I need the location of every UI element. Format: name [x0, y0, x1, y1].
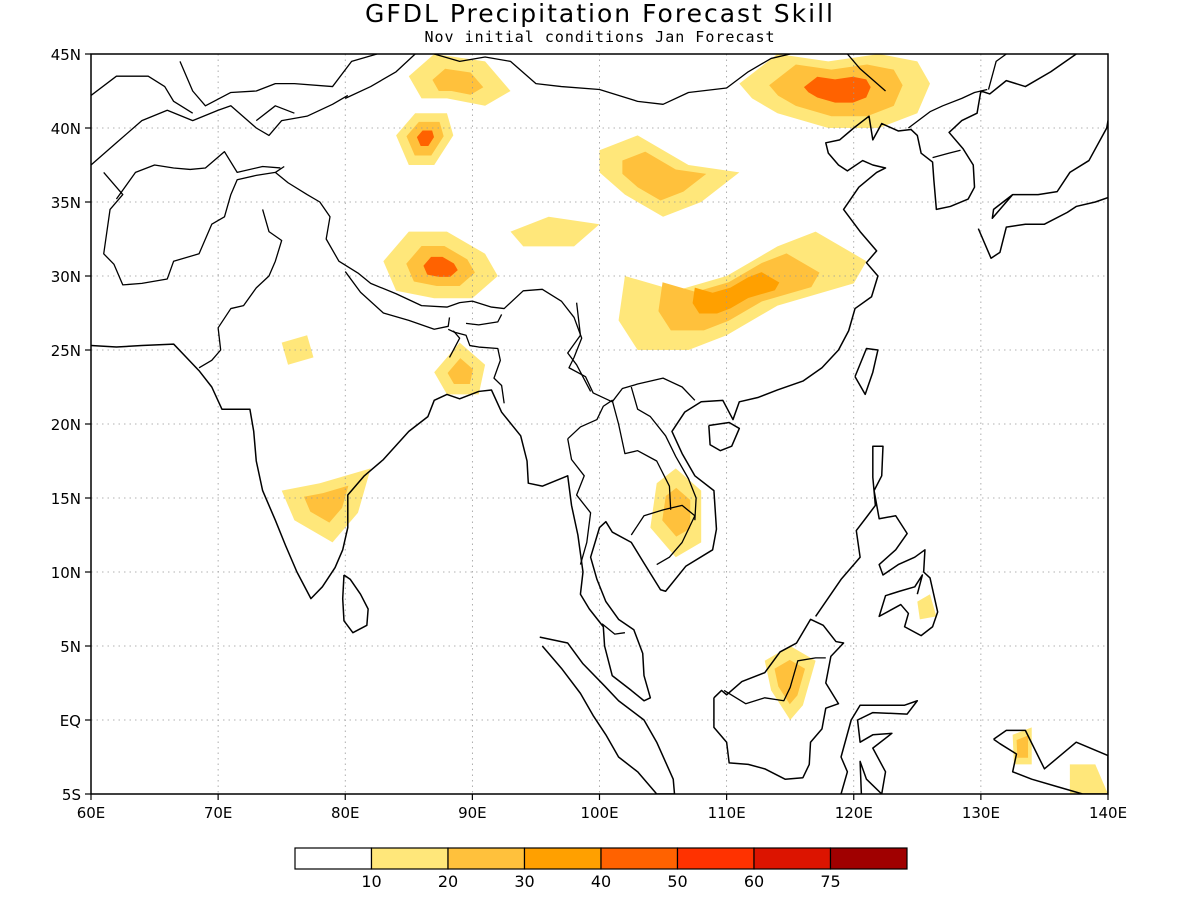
lon-tick-label: 130E — [962, 804, 1000, 822]
coastline — [991, 120, 1108, 220]
country-borders-layer — [91, 54, 1007, 705]
country-border — [630, 504, 696, 566]
country-border — [567, 399, 672, 510]
country-border — [567, 302, 592, 392]
country-border — [465, 314, 503, 326]
coastline — [341, 574, 369, 634]
country-border — [932, 149, 961, 159]
coastline — [713, 618, 845, 780]
country-border — [601, 623, 626, 635]
lat-tick-label: 35N — [51, 194, 81, 212]
lon-tick-label: 70E — [204, 804, 233, 822]
lat-tick-label: 10N — [51, 564, 81, 582]
colorbar: 10 20 30 40 50 60 75 — [294, 847, 908, 891]
country-border — [434, 54, 791, 105]
coastline — [814, 445, 939, 637]
skill-region-borneo-level-20 — [774, 659, 806, 705]
coastline — [840, 700, 919, 794]
country-border — [91, 75, 194, 114]
lon-tick-label: 100E — [580, 804, 618, 822]
lat-tick-label: 20N — [51, 416, 81, 434]
colorbar-label: 50 — [667, 872, 687, 891]
lat-tick-label: 40N — [51, 120, 81, 138]
country-border — [344, 271, 451, 330]
colorbar-swatch — [753, 847, 832, 870]
colorbar-label: 30 — [514, 872, 534, 891]
colorbar-label: 75 — [820, 872, 840, 891]
country-border — [630, 386, 697, 521]
lat-tick-label: 25N — [51, 342, 81, 360]
skill-region-central-tibet — [510, 216, 600, 247]
colorbar-swatch — [676, 847, 755, 870]
skill-region-qaidam-level-20 — [622, 151, 707, 201]
country-border — [91, 81, 92, 84]
coastline — [1107, 89, 1108, 91]
country-border — [179, 54, 378, 107]
skill-region-north-xinjiang-level-20 — [432, 68, 484, 95]
lat-tick-label: 30N — [51, 268, 81, 286]
skill-shading-layer — [281, 54, 1108, 794]
coastline — [91, 54, 1077, 702]
lon-tick-label: 60E — [77, 804, 106, 822]
lat-tick-label: 15N — [51, 490, 81, 508]
skill-region-new-guinea-spot-level-20 — [1016, 735, 1029, 758]
coastlines-layer — [91, 54, 1108, 794]
colorbar-label: 60 — [744, 872, 764, 891]
colorbar-swatch — [294, 847, 373, 870]
skill-region-mindanao-spot — [917, 594, 937, 620]
lon-tick-label: 120E — [835, 804, 873, 822]
skill-region-timor-spot — [1069, 764, 1108, 794]
skill-region-tarim-basin-level-40 — [416, 130, 435, 147]
colorbar-swatch — [447, 847, 526, 870]
skill-region-central-india-spot — [281, 335, 314, 365]
lon-tick-label: 90E — [458, 804, 487, 822]
country-border — [198, 209, 283, 369]
chart-title: GFDL Precipitation Forecast Skill — [364, 0, 835, 28]
country-border — [344, 54, 416, 99]
lon-tick-label: 140E — [1089, 804, 1127, 822]
colorbar-swatch — [829, 847, 908, 870]
country-border — [567, 438, 592, 565]
coastline — [977, 196, 1108, 259]
country-border — [447, 328, 505, 404]
lat-tick-label: EQ — [60, 712, 81, 730]
colorbar-label: 40 — [591, 872, 611, 891]
colorbar-swatch — [600, 847, 679, 870]
skill-region-bangladesh-delta-level-20 — [447, 358, 474, 385]
coastline — [993, 729, 1108, 794]
skill-region-mongolia-ne-china-level-40 — [803, 76, 871, 103]
skill-region-indochina-level-20 — [662, 487, 691, 537]
lon-tick-label: 80E — [331, 804, 360, 822]
country-border — [723, 657, 826, 705]
country-border — [115, 151, 281, 200]
coastline — [539, 636, 676, 794]
colorbar-label: 20 — [438, 872, 458, 891]
lat-tick-label: 45N — [51, 46, 81, 64]
chart-subtitle: Nov initial conditions Jan Forecast — [424, 28, 776, 46]
colorbar-label: 10 — [361, 872, 381, 891]
gridlines — [91, 54, 1108, 794]
lat-tick-label: 5N — [60, 638, 81, 656]
skill-region-south-india-level-20 — [303, 485, 349, 523]
country-border — [103, 165, 285, 286]
skill-region-yangtze-south-china-level-30 — [692, 272, 780, 314]
country-border — [908, 88, 988, 129]
country-border — [255, 105, 295, 122]
colorbar-swatch — [523, 847, 602, 870]
country-border — [448, 330, 461, 358]
country-border — [846, 54, 886, 92]
lon-tick-label: 110E — [708, 804, 746, 822]
axis-ticks: 60E 70E 80E 90E 100E 110E 120E 130E 140E 45N 40N 35… — [51, 46, 1127, 822]
country-border — [987, 54, 1007, 90]
skill-region-west-tibet-level-40 — [423, 256, 458, 277]
coastline — [708, 421, 741, 452]
colorbar-swatch — [370, 847, 449, 870]
country-border — [91, 94, 349, 166]
coastline — [854, 347, 879, 396]
lat-tick-label: 5S — [62, 786, 81, 804]
